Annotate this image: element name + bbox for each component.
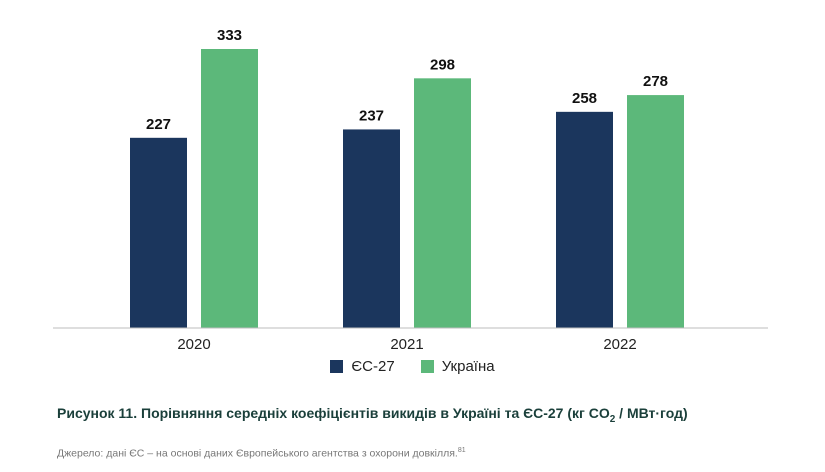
bar-ukraine-2022 [627,95,684,328]
legend-swatch-ukraine [420,360,434,373]
value-label-eu-2022: 258 [572,90,597,107]
bar-ukraine-2020 [201,49,258,328]
value-labels-group: 227 237 258 333 298 278 [146,27,668,133]
x-tick-label-2022: 2022 [603,336,636,353]
value-label-eu-2021: 237 [359,107,384,124]
source-footnote: 81 [457,447,466,454]
value-label-ukraine-2022: 278 [643,73,668,90]
value-label-eu-2020: 227 [146,116,171,133]
legend-item-eu: ЄС-27 [330,358,395,375]
legend-item-ukraine: Україна [420,358,495,375]
figure-caption: Рисунок 11. Порівняння середніх коефіціє… [57,405,817,425]
source-text: Джерело: дані ЄС – на основі даних Європ… [57,447,458,460]
legend-label-eu: ЄС-27 [351,358,395,375]
caption-subscript: 2 [609,413,616,425]
legend-label-ukraine: Україна [441,358,495,375]
bars-group [130,49,684,329]
value-label-ukraine-2021: 298 [430,56,455,73]
x-tick-labels-group: 2020 2021 2022 [177,336,636,353]
x-tick-label-2020: 2020 [177,336,210,353]
bar-eu-2021 [343,129,400,328]
x-tick-label-2021: 2021 [390,336,423,353]
bar-chart: 227 237 258 333 298 278 2020 2021 2022 [53,27,768,353]
legend-swatch-eu [330,360,344,373]
value-label-ukraine-2020: 333 [217,27,242,44]
bar-eu-2022 [556,111,613,329]
bar-ukraine-2021 [414,78,471,328]
bar-eu-2020 [130,137,187,328]
caption-prefix: Рисунок 11. Порівняння середніх коефіціє… [57,405,610,421]
caption-suffix: / МВт·год) [615,405,688,421]
legend: ЄС-27 Україна [0,358,825,375]
source-note: Джерело: дані ЄС – на основі даних Європ… [57,447,817,460]
